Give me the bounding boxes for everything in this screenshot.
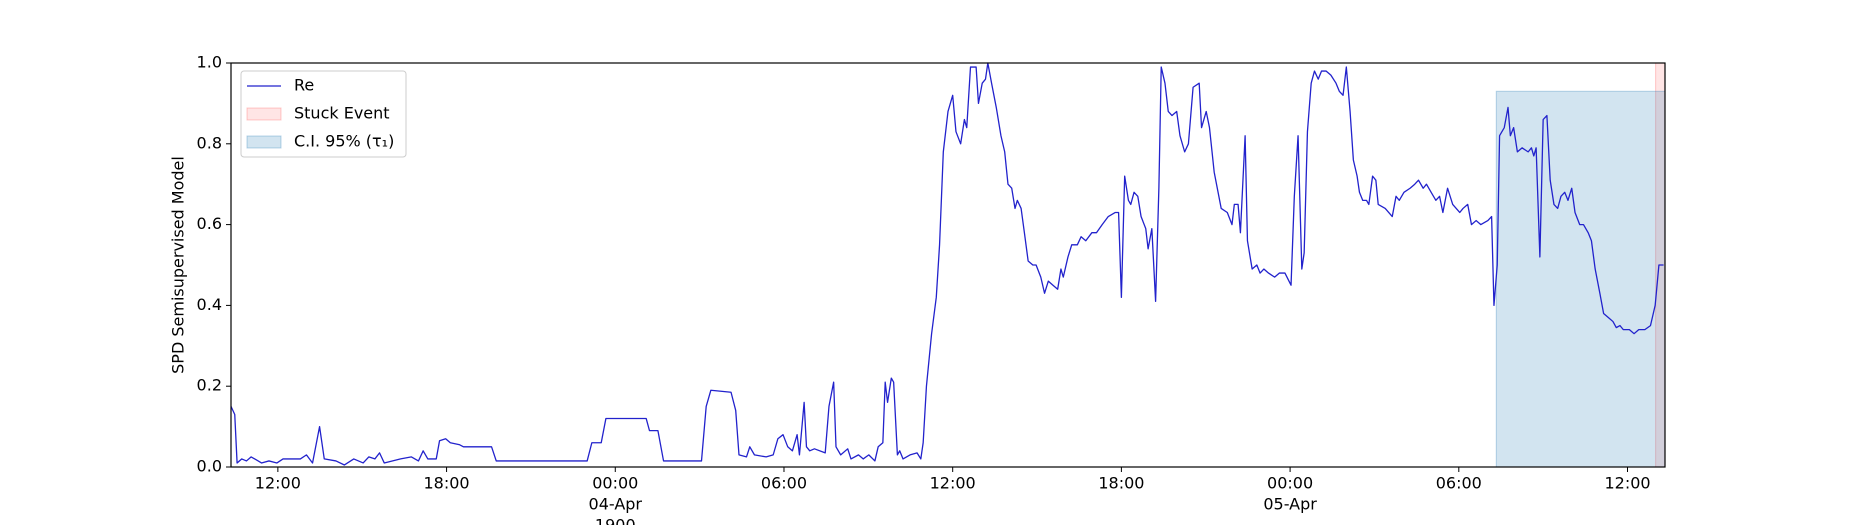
legend-label: Stuck Event [294, 104, 390, 123]
x-tick-label: 04-Apr [589, 495, 643, 514]
x-tick-label: 12:00 [1604, 474, 1650, 493]
y-tick-label: 1.0 [197, 53, 222, 72]
legend-patch [246, 107, 282, 121]
y-axis-label: SPD Semisupervised Model [169, 156, 188, 374]
x-tick-label: 05-Apr [1263, 495, 1317, 514]
legend-patch [246, 135, 282, 149]
x-tick-label: 18:00 [424, 474, 470, 493]
y-tick-label: 0.6 [197, 214, 222, 233]
axes-frame [230, 62, 1666, 468]
x-tick-label: 18:00 [1098, 474, 1144, 493]
x-tick-label: 1900 [595, 516, 636, 525]
y-tick-label: 0.0 [197, 457, 222, 476]
data-line [230, 62, 1664, 466]
x-tick-label: 06:00 [1436, 474, 1482, 493]
legend-label: C.I. 95% (τ₁) [294, 132, 394, 151]
y-tick-label: 0.4 [197, 295, 222, 314]
legend-box [240, 70, 407, 158]
x-tick-label: 12:00 [255, 474, 301, 493]
x-tick-label: 00:00 [592, 474, 638, 493]
x-tick-label: 06:00 [761, 474, 807, 493]
x-tick-label: 12:00 [930, 474, 976, 493]
x-tick-label: 00:00 [1267, 474, 1313, 493]
y-tick-label: 0.2 [197, 376, 222, 395]
legend-label: Re [294, 76, 314, 95]
y-tick-label: 0.8 [197, 133, 222, 152]
